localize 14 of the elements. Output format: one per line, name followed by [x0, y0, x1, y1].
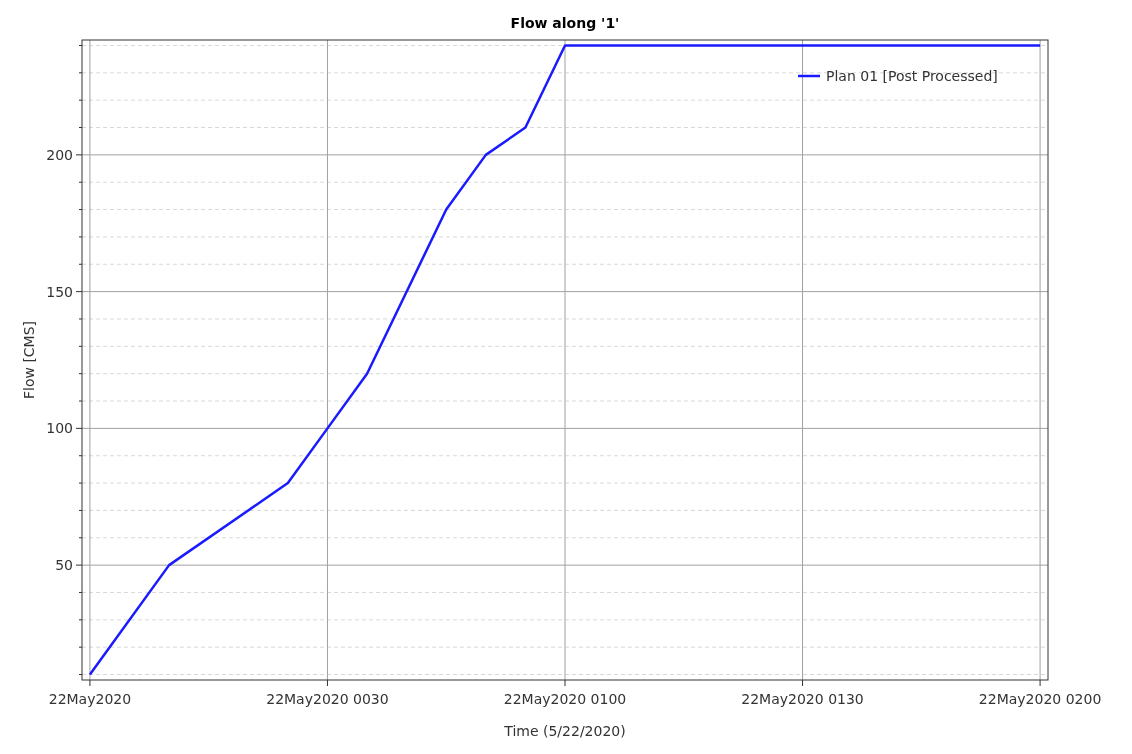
x-tick-label: 22May2020 0130: [741, 691, 864, 707]
x-tick-label: 22May2020: [48, 691, 132, 707]
line-series: [88, 44, 1042, 676]
y-tick-label: 200: [46, 146, 73, 163]
y-tick-label: 150: [46, 283, 73, 300]
y-tick-label: 100: [46, 420, 73, 437]
y-tick-label: 50: [55, 557, 73, 574]
y-axis-title: Flow [CMS]: [21, 320, 37, 400]
x-tick-label: 22May2020 0100: [503, 691, 627, 707]
x-tick-label: 22May2020 0030: [266, 691, 389, 707]
legend-label: Plan 01 [Post Processed]: [826, 67, 998, 84]
x-axis-title: Time (5/22/2020): [503, 723, 626, 739]
chart-title: Flow along '1': [510, 15, 620, 31]
x-tick-label: 22May2020 0200: [978, 691, 1102, 707]
